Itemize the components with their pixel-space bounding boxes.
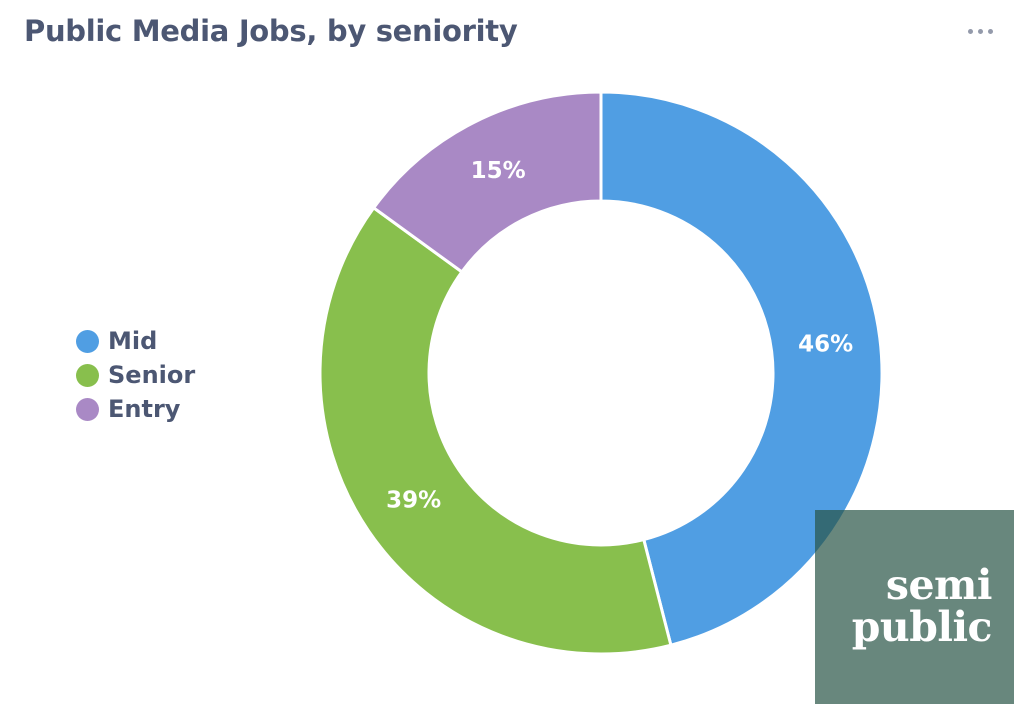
chart-legend: Mid Senior Entry — [76, 324, 195, 426]
more-horizontal-icon-dot — [988, 29, 993, 34]
legend-item-mid[interactable]: Mid — [76, 324, 195, 358]
legend-item-entry[interactable]: Entry — [76, 392, 195, 426]
legend-item-senior[interactable]: Senior — [76, 358, 195, 392]
more-horizontal-icon — [968, 29, 973, 34]
legend-label-mid: Mid — [108, 327, 158, 355]
slice-label-senior: 39% — [386, 487, 441, 513]
donut-slice-entry[interactable] — [371, 90, 603, 274]
legend-swatch-entry — [76, 397, 99, 421]
slice-label-mid: 46% — [798, 332, 853, 358]
donut-slice-senior[interactable] — [318, 205, 673, 656]
logo-line-public: public — [851, 603, 993, 651]
legend-label-senior: Senior — [108, 361, 196, 389]
slice-label-entry: 15% — [471, 158, 526, 184]
legend-swatch-mid — [76, 329, 99, 353]
semipublic-logo-watermark: semi public — [815, 510, 1014, 704]
semipublic-logo-text: semi public — [851, 561, 993, 651]
more-options-button[interactable] — [962, 18, 998, 42]
logo-line-semi: semi — [885, 561, 993, 609]
legend-label-entry: Entry — [108, 395, 181, 423]
chart-title: Public Media Jobs, by seniority — [24, 14, 518, 48]
donut-slice-mid[interactable] — [599, 90, 884, 648]
more-horizontal-icon-dot — [978, 29, 983, 34]
legend-swatch-senior — [76, 363, 99, 387]
